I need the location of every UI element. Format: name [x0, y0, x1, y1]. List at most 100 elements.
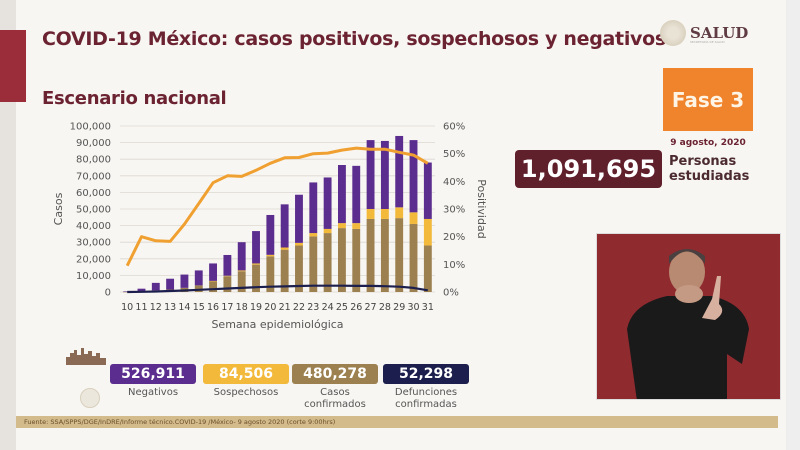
salud-logo: SALUD: [660, 20, 748, 46]
bar-segment: [352, 228, 361, 292]
x-tick-label: 12: [150, 302, 162, 313]
stat-defunciones: 52,298 Defunciones confirmadas: [383, 364, 469, 411]
y-tick-label: 30,000: [76, 238, 111, 249]
bar-segment: [209, 280, 218, 282]
x-tick-label: 15: [193, 302, 205, 313]
bar-segment: [309, 233, 318, 237]
bar-segment: [166, 278, 175, 290]
logo-text: SALUD: [690, 24, 749, 42]
bar-segment: [209, 281, 218, 292]
x-tick-label: 11: [135, 302, 147, 313]
x-tick-label: 22: [293, 302, 305, 313]
studied-label: Personas estudiadas: [669, 154, 749, 184]
y-tick-label: 90,000: [76, 138, 111, 149]
bar-segment: [209, 263, 218, 281]
x-tick-label: 17: [221, 302, 233, 313]
studied-label-line2: estudiadas: [669, 169, 750, 184]
bar-segment: [223, 254, 232, 276]
bar-segment: [323, 177, 332, 229]
studied-label-line1: Personas: [669, 154, 737, 169]
y-axis-title: Casos: [52, 192, 65, 225]
y-tick-label: 100,000: [70, 122, 111, 133]
x-tick-label: 23: [307, 302, 319, 313]
y2-tick-label: 30%: [443, 205, 465, 216]
logo-subtext: SECRETARÍA DE SALUD: [690, 40, 725, 44]
source-footer: Fuente: SSA/SPPS/DGE/InDRE/Informe técni…: [16, 416, 778, 428]
stat-label: Defunciones confirmadas: [394, 387, 458, 410]
bar-segment: [295, 242, 303, 246]
bar-segment: [323, 233, 332, 292]
bar-segment: [337, 228, 346, 292]
right-edge: [786, 0, 800, 450]
bar-segment: [252, 264, 260, 292]
y2-tick-label: 60%: [443, 122, 465, 133]
stat-negativos: 526,911 Negativos: [110, 364, 196, 399]
x-tick-label: 19: [250, 302, 262, 313]
bar-segment: [266, 256, 275, 292]
stat-sospechosos: 84,506 Sospechosos: [203, 364, 289, 399]
y-tick-label: 80,000: [76, 155, 111, 166]
bar-segment: [252, 231, 260, 264]
y-tick-label: 0: [105, 288, 111, 299]
y-tick-label: 40,000: [76, 221, 111, 232]
y-tick-label: 50,000: [76, 205, 111, 216]
bar-segment: [137, 288, 146, 292]
bar-segment: [194, 270, 203, 286]
studied-count: 1,091,695: [515, 150, 662, 188]
phase-badge: Fase 3: [663, 68, 753, 131]
y-tick-label: 70,000: [76, 171, 111, 182]
seal-icon: [660, 20, 686, 46]
bar-segment: [295, 245, 303, 292]
seal-small-icon: [80, 388, 100, 408]
stat-value: 84,506: [203, 364, 289, 384]
x-tick-label: 13: [164, 302, 176, 313]
bar-segment: [309, 236, 318, 292]
stat-value: 52,298: [383, 364, 469, 384]
stat-label: Negativos: [127, 387, 179, 398]
bar-segment: [366, 218, 375, 292]
bar-segment: [280, 249, 289, 292]
bar-segment: [380, 209, 389, 219]
bar-segment: [266, 214, 275, 255]
bar-segment: [352, 223, 361, 229]
bar-segment: [337, 223, 346, 229]
y-tick-label: 60,000: [76, 188, 111, 199]
x-tick-label: 24: [322, 302, 334, 313]
interpreter-video: [596, 233, 781, 400]
stat-value: 526,911: [110, 364, 196, 384]
phase-date: 9 agosto, 2020: [670, 138, 746, 148]
x-tick-label: 10: [121, 302, 133, 313]
bar-segment: [423, 245, 432, 292]
bar-segment: [395, 218, 404, 292]
bar-segment: [280, 247, 289, 250]
bar-segment: [366, 209, 375, 219]
y-tick-label: 10,000: [76, 271, 111, 282]
stat-confirmados: 480,278 Casos confirmados: [292, 364, 378, 411]
page-subtitle: Escenario nacional: [42, 88, 227, 109]
bar-segment: [380, 218, 389, 292]
bar-segment: [180, 274, 189, 288]
x-tick-label: 30: [407, 302, 419, 313]
bar-segment: [395, 135, 404, 208]
y2-tick-label: 50%: [443, 149, 465, 160]
skyline-icon: [66, 345, 106, 365]
x-tick-label: 16: [207, 302, 219, 313]
x-tick-label: 25: [336, 302, 348, 313]
bar-segment: [323, 228, 332, 234]
bar-segment: [309, 182, 318, 234]
x-tick-label: 21: [279, 302, 291, 313]
x-tick-label: 29: [393, 302, 405, 313]
bar-segment: [409, 140, 418, 213]
x-axis-title: Semana epidemiológica: [211, 318, 343, 331]
bar-segment: [123, 291, 132, 293]
y2-tick-label: 0%: [443, 288, 459, 299]
bar-segment: [409, 223, 418, 292]
accent-bar: [0, 30, 26, 102]
stat-label: Sospechosos: [213, 387, 279, 398]
bar-segment: [223, 275, 232, 277]
bar-segment: [237, 242, 246, 271]
y-tick-label: 20,000: [76, 254, 111, 265]
bar-segment: [252, 263, 260, 265]
x-tick-label: 14: [178, 302, 190, 313]
positivity-line: [125, 146, 429, 267]
